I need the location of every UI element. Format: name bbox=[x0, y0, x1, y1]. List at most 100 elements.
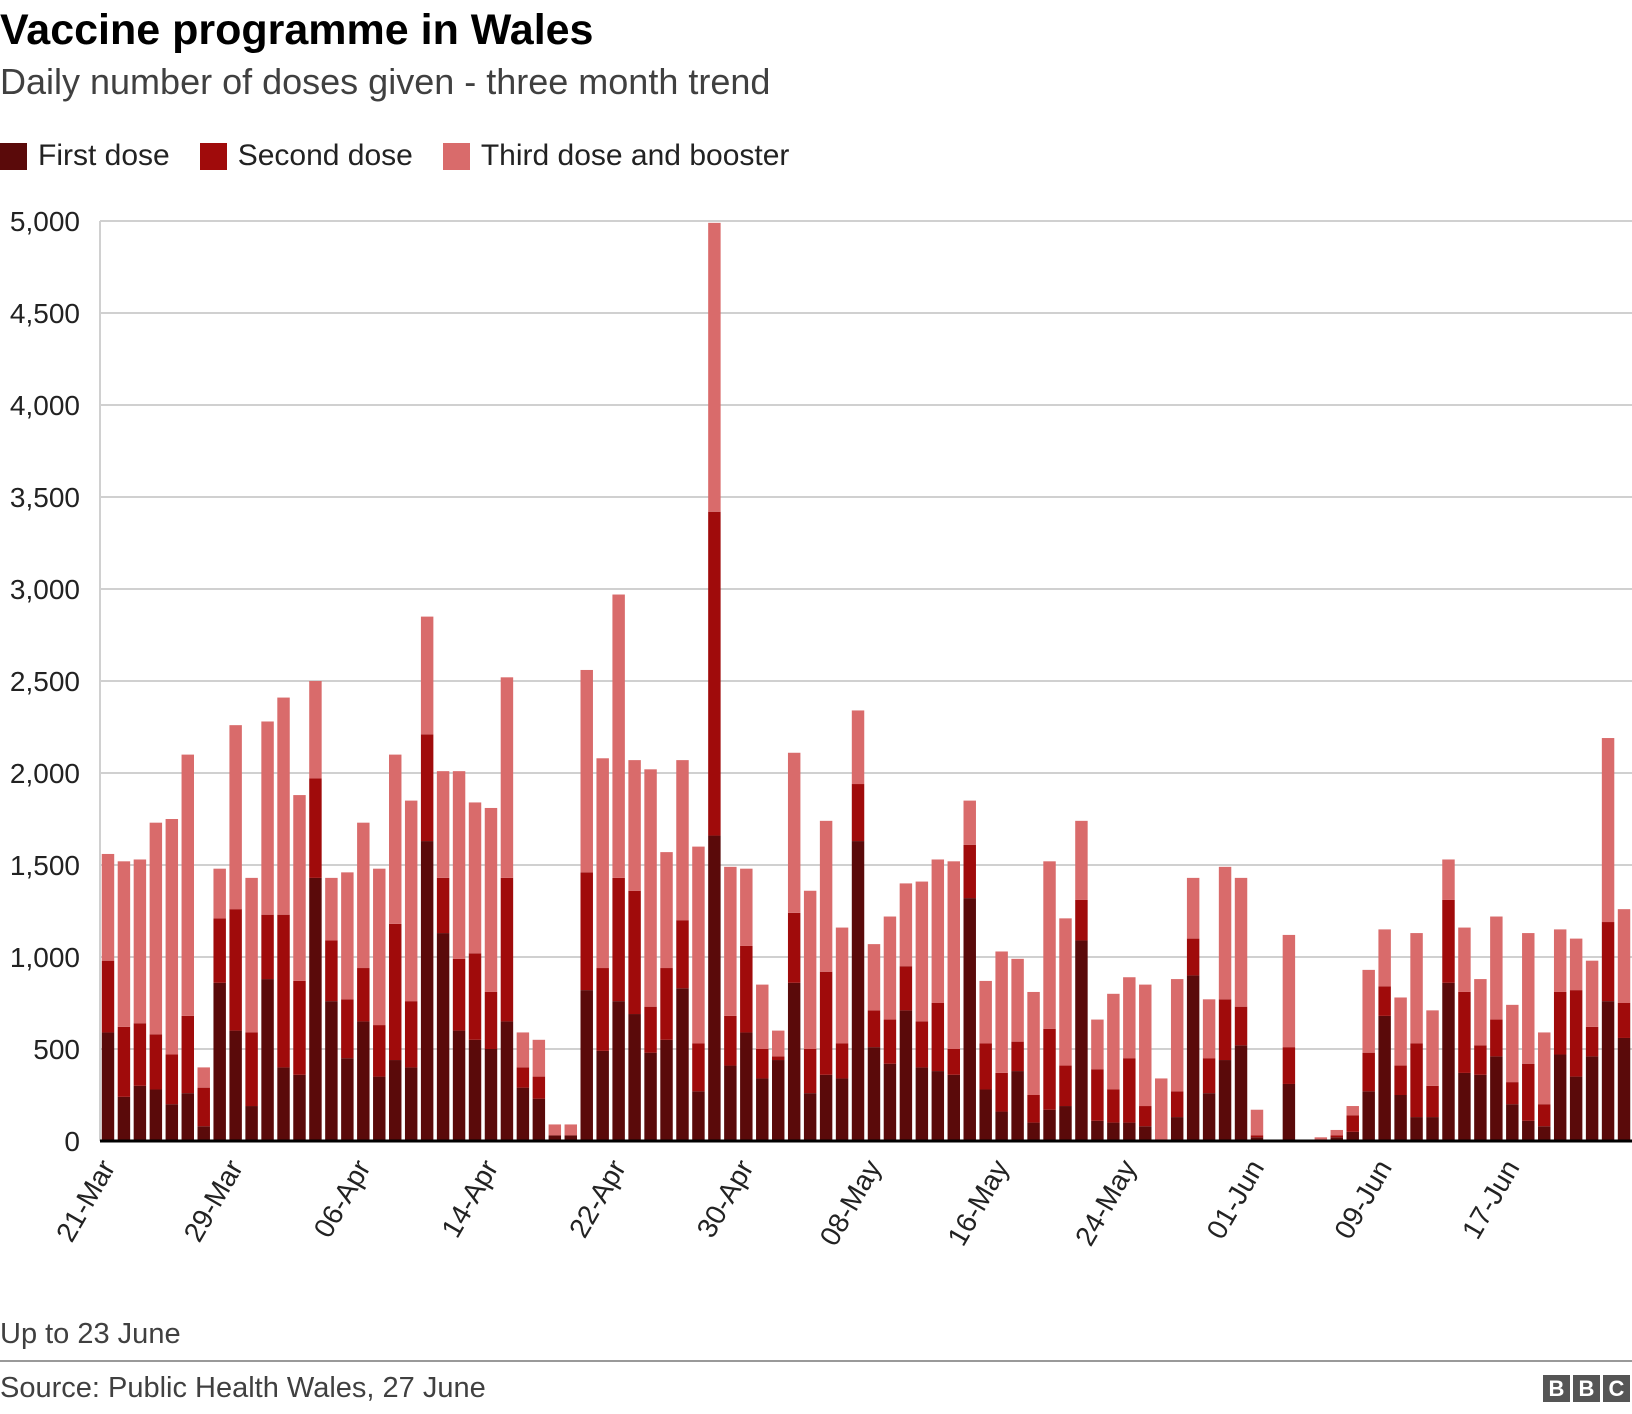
bar-segment-third-dose bbox=[101, 853, 115, 961]
bar-segment-third-dose bbox=[1218, 866, 1232, 1000]
bar-segment-third-dose bbox=[277, 697, 290, 915]
bar-segment-first-dose bbox=[803, 1093, 817, 1141]
bar-segment-second-dose bbox=[756, 1049, 769, 1079]
y-tick-label: 3,500 bbox=[10, 482, 80, 513]
bar-segment-third-dose bbox=[1011, 958, 1024, 1042]
bar-segment-third-dose bbox=[692, 846, 705, 1044]
stacked-bar-chart: 0 500 1,000 1,500 2,000 2,500 3,000 3,500 4,000 4… bbox=[10, 206, 1632, 1251]
bar-segment-third-dose bbox=[117, 861, 131, 1027]
legend-label-first-dose: First dose bbox=[38, 139, 170, 172]
bar-segment-third-dose bbox=[676, 760, 689, 921]
legend-swatch-third-dose bbox=[442, 142, 470, 170]
bar-segment-first-dose bbox=[931, 1071, 945, 1141]
bar-segment-first-dose bbox=[1218, 1060, 1232, 1141]
bar-segment-second-dose bbox=[883, 1019, 897, 1064]
bar-segment-first-dose bbox=[596, 1050, 609, 1141]
bar-segment-first-dose bbox=[1043, 1109, 1056, 1141]
bar-segment-first-dose bbox=[261, 979, 274, 1141]
bar-segment-second-dose bbox=[484, 991, 498, 1049]
bar-segment-third-dose bbox=[436, 771, 450, 878]
x-tick-label: 01-Jun bbox=[1201, 1155, 1271, 1245]
bar-segment-second-dose bbox=[1538, 1104, 1551, 1127]
bar-segment-third-dose bbox=[708, 222, 721, 512]
bar-segment-second-dose bbox=[867, 1010, 881, 1048]
bar-segment-second-dose bbox=[628, 890, 641, 1015]
bar-segment-third-dose bbox=[1522, 933, 1535, 1064]
bar-segment-third-dose bbox=[851, 710, 865, 785]
bar-segment-third-dose bbox=[1490, 916, 1503, 1020]
bar-segment-first-dose bbox=[1601, 1001, 1615, 1141]
bar-segment-first-dose bbox=[867, 1047, 881, 1141]
bar-segment-first-dose bbox=[165, 1104, 179, 1141]
bar-segment-third-dose bbox=[1155, 1078, 1168, 1141]
bar-segment-second-dose bbox=[117, 1026, 131, 1097]
y-axis-tick-labels: 0 500 1,000 1,500 2,000 2,500 3,000 3,500 4,000 4… bbox=[10, 206, 80, 1157]
bar-segment-third-dose bbox=[787, 752, 801, 913]
bar-segment-first-dose bbox=[404, 1067, 418, 1141]
bar-segment-third-dose bbox=[1202, 999, 1216, 1059]
bar-segment-second-dose bbox=[612, 877, 625, 1002]
bar-segment-first-dose bbox=[309, 877, 322, 1141]
bar-segment-third-dose bbox=[1346, 1106, 1359, 1116]
bar-segment-third-dose bbox=[532, 1039, 546, 1077]
bar-segment-first-dose bbox=[1091, 1120, 1104, 1141]
bar-segment-second-dose bbox=[1202, 1058, 1216, 1094]
bar-segment-second-dose bbox=[1506, 1082, 1519, 1105]
bar-segment-third-dose bbox=[1410, 933, 1423, 1044]
bar-segment-first-dose bbox=[1027, 1122, 1040, 1141]
bar-segment-first-dose bbox=[1075, 940, 1088, 1141]
bar-segment-third-dose bbox=[1043, 861, 1056, 1029]
bar-segment-second-dose bbox=[1522, 1063, 1535, 1121]
bar-segment-second-dose bbox=[963, 844, 976, 899]
bar-segment-second-dose bbox=[1569, 990, 1583, 1077]
bar-segment-third-dose bbox=[1186, 877, 1200, 939]
bar-segment-first-dose bbox=[883, 1063, 897, 1141]
bar-segment-second-dose bbox=[357, 968, 370, 1022]
bar-segment-third-dose bbox=[468, 802, 482, 954]
y-tick-label: 2,500 bbox=[10, 666, 80, 697]
bar-segment-second-dose bbox=[420, 734, 434, 842]
x-tick-label: 14-Apr bbox=[435, 1155, 504, 1243]
bar-segment-third-dose bbox=[867, 944, 881, 1011]
bar-segment-second-dose bbox=[229, 909, 242, 1031]
bar-segment-second-dose bbox=[1617, 1003, 1631, 1038]
bar-segment-first-dose bbox=[1617, 1037, 1631, 1141]
bar-segment-first-dose bbox=[133, 1085, 147, 1141]
bar-segment-third-dose bbox=[309, 681, 322, 779]
bar-segment-third-dose bbox=[1139, 984, 1152, 1107]
footnote: Up to 23 June bbox=[0, 1318, 181, 1350]
bar-segment-third-dose bbox=[979, 980, 992, 1044]
y-tick-label: 1,500 bbox=[10, 850, 80, 881]
bar-segment-third-dose bbox=[580, 669, 593, 873]
bar-segment-third-dose bbox=[1282, 934, 1296, 1048]
bar-segment-second-dose bbox=[1186, 938, 1200, 976]
bar-segment-third-dose bbox=[133, 859, 147, 1024]
legend-label-third-dose: Third dose and booster bbox=[480, 139, 790, 172]
bar-segment-third-dose bbox=[181, 754, 194, 1016]
bar-segment-second-dose bbox=[1458, 991, 1471, 1073]
bar-segment-second-dose bbox=[245, 1032, 258, 1107]
bar-segment-first-dose bbox=[468, 1039, 482, 1141]
bar-segment-third-dose bbox=[1314, 1137, 1328, 1141]
bar-segment-second-dose bbox=[468, 953, 482, 1040]
bar-segment-second-dose bbox=[676, 920, 689, 989]
bar-segment-second-dose bbox=[325, 940, 338, 1002]
bar-segment-second-dose bbox=[1490, 1019, 1503, 1057]
bar-segment-third-dose bbox=[899, 883, 913, 967]
bar-segment-third-dose bbox=[1569, 938, 1583, 991]
bar-segment-first-dose bbox=[1442, 982, 1455, 1141]
bar-segment-first-dose bbox=[1378, 1015, 1391, 1141]
bar-segment-third-dose bbox=[165, 819, 179, 1055]
bar-segment-first-dose bbox=[293, 1074, 306, 1141]
x-axis-tick-labels: 21-Mar 29-Mar 06-Apr 14-Apr 22-Apr 30-Apr 08-M… bbox=[50, 1155, 1526, 1251]
bar-segment-third-dose bbox=[1362, 969, 1375, 1053]
bar-segment-second-dose bbox=[165, 1054, 179, 1105]
x-tick-label: 24-May bbox=[1069, 1155, 1143, 1251]
bar-segment-second-dose bbox=[149, 1034, 163, 1090]
bar-segment-third-dose bbox=[1170, 979, 1184, 1092]
bar-segment-first-dose bbox=[628, 1014, 641, 1141]
bar-segment-second-dose bbox=[740, 945, 753, 1033]
bar-segment-second-dose bbox=[389, 923, 402, 1061]
bar-segment-second-dose bbox=[708, 511, 721, 836]
bar-segment-second-dose bbox=[293, 980, 306, 1075]
